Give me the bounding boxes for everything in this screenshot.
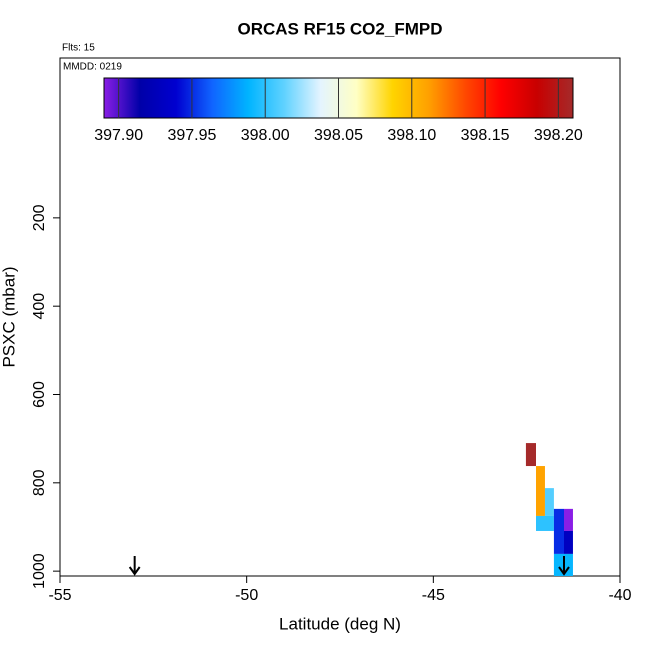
annotation: MMDD: 0219	[63, 62, 122, 73]
annotation: Flts: 15	[62, 43, 95, 54]
y-tick-label: 400	[31, 293, 48, 320]
colorbar-tick-label: 398.10	[387, 127, 436, 144]
colorbar-tick-label: 398.00	[241, 127, 290, 144]
colorbar-tick-label: 398.05	[314, 127, 363, 144]
y-tick-label: 1000	[31, 553, 48, 589]
data-cell	[544, 488, 554, 516]
x-axis-label: Latitude (deg N)	[279, 614, 401, 633]
data-cell	[553, 508, 564, 554]
colorbar-tick-label: 397.95	[167, 127, 216, 144]
y-tick-label: 800	[31, 469, 48, 496]
arrow	[558, 556, 570, 576]
data-cell	[564, 508, 573, 531]
data-cell	[525, 443, 536, 467]
x-tick-label: -55	[48, 587, 71, 604]
colorbar-tick-label: 398.20	[534, 127, 583, 144]
data-cell	[536, 466, 545, 516]
y-tick-label: 600	[31, 381, 48, 408]
data-cell	[536, 515, 554, 531]
colorbar-tick-label: 398.15	[461, 127, 510, 144]
data-cell	[564, 530, 573, 554]
plot-frame	[59, 57, 621, 577]
arrow	[128, 556, 141, 576]
colorbar-tick-label: 397.90	[94, 127, 143, 144]
y-axis-label: PSXC (mbar)	[0, 266, 18, 367]
x-tick-label: -45	[422, 587, 445, 604]
chart-title: ORCAS RF15 CO2_FMPD	[238, 19, 443, 38]
x-tick-label: -50	[235, 587, 258, 604]
x-tick-label: -40	[608, 587, 631, 604]
y-tick-label: 200	[31, 204, 48, 231]
